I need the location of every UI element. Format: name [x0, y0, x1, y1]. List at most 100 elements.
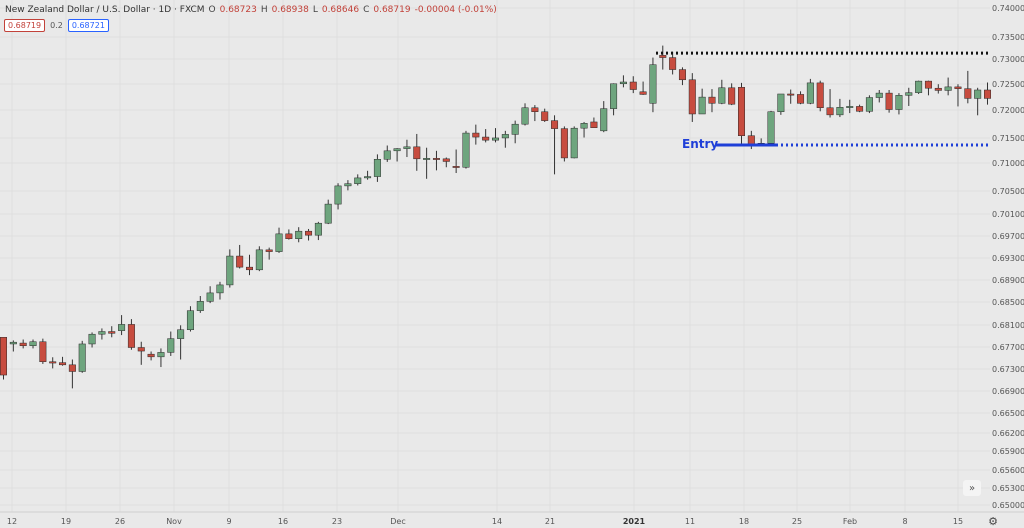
x-tick-label: 21: [545, 517, 555, 526]
candle-up: [875, 92, 883, 98]
y-tick-label: 0.71000: [992, 159, 1024, 168]
candle-down: [305, 230, 313, 236]
candle-up: [403, 146, 411, 149]
y-tick-label: 0.66500: [992, 409, 1024, 418]
candle-down: [934, 87, 942, 91]
candle-up: [324, 203, 332, 224]
candle-down: [265, 249, 273, 252]
candle-up: [905, 92, 913, 96]
x-tick-label: 8: [902, 517, 907, 526]
candle-down: [452, 166, 460, 168]
candle-up: [275, 233, 283, 252]
candle-down: [127, 324, 135, 348]
candle-up: [718, 87, 726, 104]
candle-up: [462, 132, 470, 168]
trade-panel: 0.68719 0.2 0.68721: [4, 19, 109, 32]
candle-up: [167, 338, 175, 353]
candle-up: [944, 86, 952, 91]
y-tick-label: 0.66900: [992, 387, 1024, 396]
candle-up: [511, 123, 519, 135]
candle-up: [580, 123, 588, 129]
y-tick-label: 0.67700: [992, 343, 1024, 352]
y-tick-label: 0.70500: [992, 187, 1024, 196]
candle-down: [413, 146, 421, 160]
y-tick-label: 0.73500: [992, 33, 1024, 42]
x-tick-label: 9: [226, 517, 231, 526]
y-tick-label: 0.65300: [992, 484, 1024, 493]
y-tick-label: 0.71500: [992, 134, 1024, 143]
candle-down: [885, 92, 893, 110]
candle-down: [551, 120, 559, 129]
candle-down: [68, 364, 76, 372]
candle-up: [88, 333, 96, 345]
double-chevron-down-icon[interactable]: »: [963, 480, 981, 496]
candle-down: [954, 86, 962, 89]
candle-up: [216, 284, 224, 294]
candle-down: [246, 266, 253, 271]
candle-down: [728, 87, 736, 105]
y-tick-label: 0.68900: [992, 276, 1024, 285]
y-tick-label: 0.68100: [992, 321, 1024, 330]
low-value: 0.68646: [321, 5, 360, 15]
x-tick-label: 2021: [623, 517, 646, 526]
symbol-title[interactable]: New Zealand Dollar / U.S. Dollar · 1D · …: [5, 5, 205, 15]
y-tick-label: 0.69300: [992, 254, 1024, 263]
candle-up: [206, 292, 214, 302]
gear-icon[interactable]: ⚙: [988, 514, 998, 528]
candle-up: [521, 107, 529, 125]
candle-down: [236, 255, 244, 268]
y-tick-label: 0.72500: [992, 80, 1024, 89]
x-tick-label: Feb: [843, 517, 857, 526]
candle-up: [118, 324, 126, 331]
candle-up: [570, 127, 578, 159]
candle-down: [19, 342, 27, 346]
x-tick-label: Dec: [390, 517, 405, 526]
candle-up: [295, 230, 303, 239]
y-tick-label: 0.66200: [992, 429, 1024, 438]
candle-up: [157, 352, 165, 358]
y-tick-label: 0.65000: [992, 501, 1024, 510]
candle-up: [334, 185, 342, 205]
x-tick-label: 12: [7, 517, 17, 526]
candle-down: [738, 87, 745, 136]
candle-down: [639, 91, 647, 95]
candle-down: [924, 80, 932, 89]
candle-up: [423, 158, 431, 160]
candle-down: [472, 132, 480, 138]
candle-up: [177, 329, 185, 339]
candle-up: [649, 64, 657, 104]
candle-up: [767, 111, 775, 144]
sell-button[interactable]: 0.68719: [4, 19, 46, 32]
candle-up: [344, 183, 352, 187]
candle-down: [482, 136, 490, 141]
open-value: 0.68723: [219, 5, 257, 15]
candle-up: [610, 83, 618, 109]
candle-down: [541, 111, 549, 121]
candle-up: [915, 80, 923, 93]
y-tick-label: 0.65900: [992, 447, 1024, 456]
candle-up: [619, 81, 627, 85]
y-tick-label: 0.74000: [992, 4, 1024, 13]
candle-down: [816, 82, 824, 109]
x-tick-label: 11: [685, 517, 695, 526]
candle-up: [364, 176, 372, 179]
buy-button[interactable]: 0.68721: [67, 19, 109, 32]
candle-up: [836, 107, 844, 116]
candle-up: [383, 150, 391, 160]
candle-up: [29, 341, 37, 346]
open-label: O: [208, 5, 216, 15]
close-label: C: [363, 5, 370, 15]
candle-down: [708, 96, 716, 104]
candle-down: [826, 107, 834, 116]
x-tick-label: 23: [332, 517, 342, 526]
candle-up: [373, 159, 381, 177]
candle-up: [393, 148, 401, 152]
y-tick-label: 0.68500: [992, 298, 1024, 307]
candle-down: [787, 93, 795, 96]
candle-up: [314, 222, 322, 236]
candle-down: [0, 337, 7, 376]
candle-down: [856, 106, 864, 112]
x-tick-label: 26: [115, 517, 125, 526]
